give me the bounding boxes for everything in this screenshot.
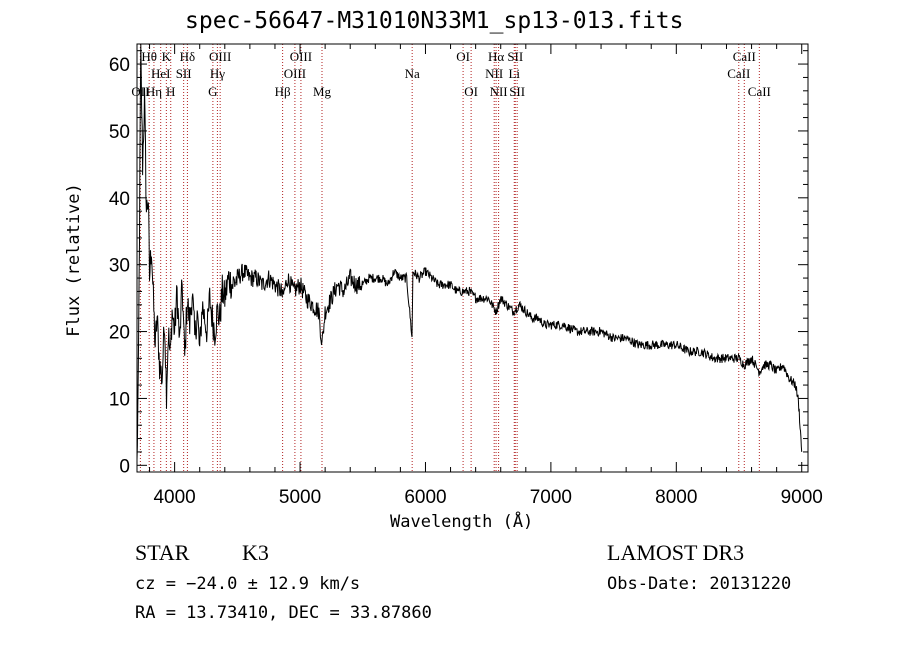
y-tick-label: 30: [109, 256, 130, 277]
line-label: CaII: [748, 84, 771, 99]
subclass-label: K3: [242, 540, 269, 565]
emission-line-markers: [139, 44, 760, 472]
x-tick-label: 8000: [655, 487, 697, 508]
line-label: K: [162, 49, 172, 64]
x-axis-label: Wavelength (Å): [390, 512, 534, 532]
obs-date: Obs-Date: 20131220: [607, 574, 792, 594]
spectrum-line: [136, 43, 803, 460]
line-label: OI: [456, 49, 470, 64]
line-label: OI: [464, 84, 478, 99]
line-label: CaII: [727, 66, 750, 81]
y-tick-label: 60: [109, 55, 130, 76]
line-label: Hθ: [141, 49, 157, 64]
x-tick-label: 7000: [530, 487, 572, 508]
plot-axes: [136, 43, 809, 473]
x-tick-label: 4000: [153, 487, 195, 508]
line-labels: OIIHθHηHeIKHSIIHδGHγOIIIHβOIIIOIIIMgNaOI…: [131, 49, 771, 99]
plot-frame: [136, 43, 809, 473]
spectrum-series: [136, 43, 803, 460]
line-label: OII: [131, 84, 149, 99]
line-label: Hη: [146, 84, 162, 99]
line-label: Hβ: [275, 84, 291, 99]
y-axis-label: Flux (relative): [63, 183, 84, 337]
line-label: H: [166, 84, 175, 99]
line-label: SII: [509, 84, 525, 99]
y-tick-label: 0: [119, 456, 130, 477]
chart-title: spec-56647-M31010N33M1_sp13-013.fits: [185, 8, 684, 34]
line-label: Na: [405, 66, 420, 81]
line-label: Hγ: [210, 66, 225, 81]
y-tick-label: 20: [109, 323, 130, 344]
x-tick-label: 9000: [781, 487, 823, 508]
line-label: CaII: [733, 49, 756, 64]
axis-ticks: 4000 5000 6000 7000 8000 9000 0 10 20 30 40 50 60: [109, 44, 823, 508]
line-label: SII: [507, 49, 523, 64]
redshift-readout: cz = −24.0 ± 12.9 km/s: [135, 574, 361, 594]
survey-label: LAMOST DR3: [607, 540, 745, 565]
line-label: Li: [508, 66, 520, 81]
y-tick-label: 50: [109, 122, 130, 143]
x-tick-label: 6000: [404, 487, 446, 508]
line-label: Hα: [488, 49, 504, 64]
line-label: OIII: [284, 66, 306, 81]
line-label: NII: [485, 66, 503, 81]
y-tick-label: 40: [109, 189, 130, 210]
class-label: STAR: [135, 540, 190, 565]
line-label: SII: [176, 66, 192, 81]
line-label: Mg: [313, 84, 332, 99]
y-tick-label: 10: [109, 389, 130, 410]
x-tick-label: 5000: [279, 487, 321, 508]
line-label: Hδ: [180, 49, 196, 64]
line-label: OIII: [209, 49, 231, 64]
line-label: HeI: [151, 66, 171, 81]
line-label: NII: [490, 84, 508, 99]
line-label: OIII: [290, 49, 312, 64]
coordinates: RA = 13.73410, DEC = 33.87860: [135, 603, 432, 623]
line-label: G: [208, 84, 217, 99]
